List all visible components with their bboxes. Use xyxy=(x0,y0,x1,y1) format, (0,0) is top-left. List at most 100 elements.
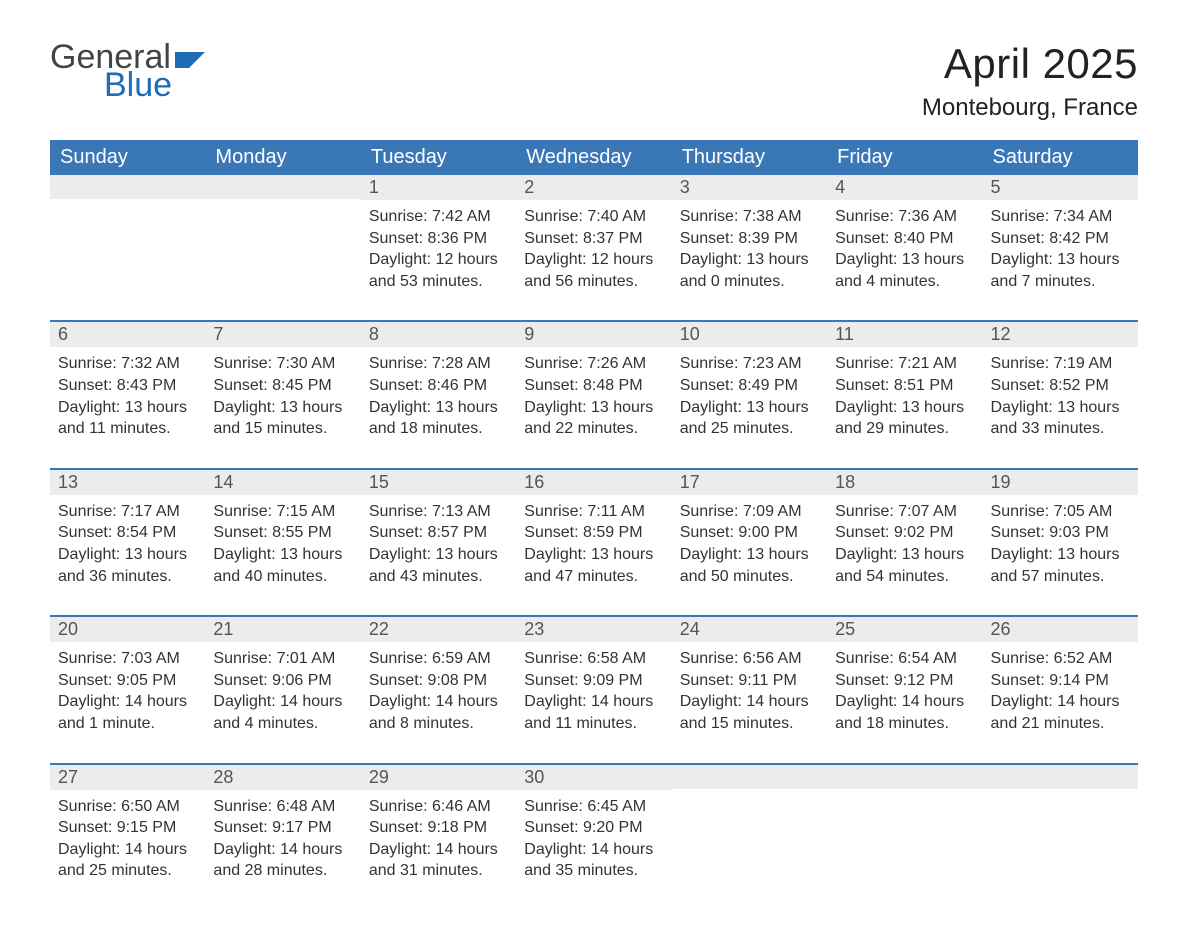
sunset-text: Sunset: 8:57 PM xyxy=(369,522,508,544)
day-body: Sunrise: 7:03 AMSunset: 9:05 PMDaylight:… xyxy=(50,642,205,762)
calendar-cell: 26Sunrise: 6:52 AMSunset: 9:14 PMDayligh… xyxy=(983,616,1138,763)
daylight-text: Daylight: 13 hours and 11 minutes. xyxy=(58,397,197,440)
calendar-week: 6Sunrise: 7:32 AMSunset: 8:43 PMDaylight… xyxy=(50,321,1138,468)
sunrise-text: Sunrise: 7:03 AM xyxy=(58,648,197,670)
sunrise-text: Sunrise: 7:17 AM xyxy=(58,501,197,523)
day-number: 14 xyxy=(205,470,360,495)
sunset-text: Sunset: 9:08 PM xyxy=(369,670,508,692)
sunrise-text: Sunrise: 6:45 AM xyxy=(524,796,663,818)
calendar-cell: 13Sunrise: 7:17 AMSunset: 8:54 PMDayligh… xyxy=(50,469,205,616)
daylight-text: Daylight: 14 hours and 25 minutes. xyxy=(58,839,197,882)
day-number: 25 xyxy=(827,617,982,642)
day-body: Sunrise: 7:38 AMSunset: 8:39 PMDaylight:… xyxy=(672,200,827,320)
daylight-text: Daylight: 12 hours and 56 minutes. xyxy=(524,249,663,292)
sunset-text: Sunset: 9:06 PM xyxy=(213,670,352,692)
day-body: Sunrise: 7:42 AMSunset: 8:36 PMDaylight:… xyxy=(361,200,516,320)
day-body: Sunrise: 6:52 AMSunset: 9:14 PMDaylight:… xyxy=(983,642,1138,762)
sunrise-text: Sunrise: 7:36 AM xyxy=(835,206,974,228)
calendar-cell: 5Sunrise: 7:34 AMSunset: 8:42 PMDaylight… xyxy=(983,175,1138,321)
calendar-cell: 28Sunrise: 6:48 AMSunset: 9:17 PMDayligh… xyxy=(205,764,360,910)
day-number: 19 xyxy=(983,470,1138,495)
daylight-text: Daylight: 13 hours and 0 minutes. xyxy=(680,249,819,292)
day-header: Sunday xyxy=(50,140,205,175)
day-number: 24 xyxy=(672,617,827,642)
day-number: 23 xyxy=(516,617,671,642)
sunrise-text: Sunrise: 7:30 AM xyxy=(213,353,352,375)
daylight-text: Daylight: 13 hours and 36 minutes. xyxy=(58,544,197,587)
calendar-week: 1Sunrise: 7:42 AMSunset: 8:36 PMDaylight… xyxy=(50,175,1138,321)
day-number: 10 xyxy=(672,322,827,347)
sunrise-text: Sunrise: 7:38 AM xyxy=(680,206,819,228)
sunrise-text: Sunrise: 7:19 AM xyxy=(991,353,1130,375)
calendar-week: 27Sunrise: 6:50 AMSunset: 9:15 PMDayligh… xyxy=(50,764,1138,910)
calendar-cell: 10Sunrise: 7:23 AMSunset: 8:49 PMDayligh… xyxy=(672,321,827,468)
calendar-cell xyxy=(827,764,982,910)
day-header: Thursday xyxy=(672,140,827,175)
day-number: 26 xyxy=(983,617,1138,642)
sunrise-text: Sunrise: 7:21 AM xyxy=(835,353,974,375)
day-header: Wednesday xyxy=(516,140,671,175)
calendar-cell: 15Sunrise: 7:13 AMSunset: 8:57 PMDayligh… xyxy=(361,469,516,616)
day-body: Sunrise: 7:07 AMSunset: 9:02 PMDaylight:… xyxy=(827,495,982,615)
daylight-text: Daylight: 13 hours and 47 minutes. xyxy=(524,544,663,587)
day-body xyxy=(50,199,205,309)
sunset-text: Sunset: 8:36 PM xyxy=(369,228,508,250)
day-body: Sunrise: 6:48 AMSunset: 9:17 PMDaylight:… xyxy=(205,790,360,910)
sunrise-text: Sunrise: 6:58 AM xyxy=(524,648,663,670)
daylight-text: Daylight: 13 hours and 33 minutes. xyxy=(991,397,1130,440)
day-header: Saturday xyxy=(983,140,1138,175)
day-number: 15 xyxy=(361,470,516,495)
day-number: 21 xyxy=(205,617,360,642)
sunset-text: Sunset: 8:49 PM xyxy=(680,375,819,397)
logo-text-blue: Blue xyxy=(104,68,205,102)
calendar-table: SundayMondayTuesdayWednesdayThursdayFrid… xyxy=(50,140,1138,910)
day-number: 20 xyxy=(50,617,205,642)
sunrise-text: Sunrise: 6:52 AM xyxy=(991,648,1130,670)
calendar-cell xyxy=(672,764,827,910)
sunrise-text: Sunrise: 7:42 AM xyxy=(369,206,508,228)
daylight-text: Daylight: 14 hours and 28 minutes. xyxy=(213,839,352,882)
day-body: Sunrise: 7:34 AMSunset: 8:42 PMDaylight:… xyxy=(983,200,1138,320)
sunrise-text: Sunrise: 6:56 AM xyxy=(680,648,819,670)
sunrise-text: Sunrise: 7:09 AM xyxy=(680,501,819,523)
sunrise-text: Sunrise: 6:48 AM xyxy=(213,796,352,818)
day-body: Sunrise: 6:54 AMSunset: 9:12 PMDaylight:… xyxy=(827,642,982,762)
day-number: 28 xyxy=(205,765,360,790)
calendar-cell: 17Sunrise: 7:09 AMSunset: 9:00 PMDayligh… xyxy=(672,469,827,616)
day-body: Sunrise: 6:50 AMSunset: 9:15 PMDaylight:… xyxy=(50,790,205,910)
sunrise-text: Sunrise: 7:26 AM xyxy=(524,353,663,375)
sunrise-text: Sunrise: 7:15 AM xyxy=(213,501,352,523)
sunrise-text: Sunrise: 6:46 AM xyxy=(369,796,508,818)
day-number: 5 xyxy=(983,175,1138,200)
day-body xyxy=(205,199,360,309)
day-number: 27 xyxy=(50,765,205,790)
calendar-week: 20Sunrise: 7:03 AMSunset: 9:05 PMDayligh… xyxy=(50,616,1138,763)
calendar-cell: 19Sunrise: 7:05 AMSunset: 9:03 PMDayligh… xyxy=(983,469,1138,616)
daylight-text: Daylight: 14 hours and 11 minutes. xyxy=(524,691,663,734)
day-number xyxy=(50,175,205,199)
day-body xyxy=(827,789,982,899)
daylight-text: Daylight: 14 hours and 35 minutes. xyxy=(524,839,663,882)
day-body: Sunrise: 7:32 AMSunset: 8:43 PMDaylight:… xyxy=(50,347,205,467)
daylight-text: Daylight: 14 hours and 18 minutes. xyxy=(835,691,974,734)
sunset-text: Sunset: 9:20 PM xyxy=(524,817,663,839)
calendar-cell: 6Sunrise: 7:32 AMSunset: 8:43 PMDaylight… xyxy=(50,321,205,468)
day-body xyxy=(672,789,827,899)
day-body: Sunrise: 7:30 AMSunset: 8:45 PMDaylight:… xyxy=(205,347,360,467)
sunset-text: Sunset: 9:15 PM xyxy=(58,817,197,839)
day-number: 30 xyxy=(516,765,671,790)
calendar-cell: 1Sunrise: 7:42 AMSunset: 8:36 PMDaylight… xyxy=(361,175,516,321)
sunset-text: Sunset: 8:42 PM xyxy=(991,228,1130,250)
sunrise-text: Sunrise: 7:01 AM xyxy=(213,648,352,670)
calendar-header-row: SundayMondayTuesdayWednesdayThursdayFrid… xyxy=(50,140,1138,175)
sunset-text: Sunset: 9:14 PM xyxy=(991,670,1130,692)
calendar-cell: 16Sunrise: 7:11 AMSunset: 8:59 PMDayligh… xyxy=(516,469,671,616)
day-body: Sunrise: 6:46 AMSunset: 9:18 PMDaylight:… xyxy=(361,790,516,910)
sunset-text: Sunset: 9:12 PM xyxy=(835,670,974,692)
sunset-text: Sunset: 8:39 PM xyxy=(680,228,819,250)
sunset-text: Sunset: 9:05 PM xyxy=(58,670,197,692)
daylight-text: Daylight: 14 hours and 1 minute. xyxy=(58,691,197,734)
day-body: Sunrise: 7:28 AMSunset: 8:46 PMDaylight:… xyxy=(361,347,516,467)
day-body: Sunrise: 6:59 AMSunset: 9:08 PMDaylight:… xyxy=(361,642,516,762)
sunset-text: Sunset: 9:02 PM xyxy=(835,522,974,544)
